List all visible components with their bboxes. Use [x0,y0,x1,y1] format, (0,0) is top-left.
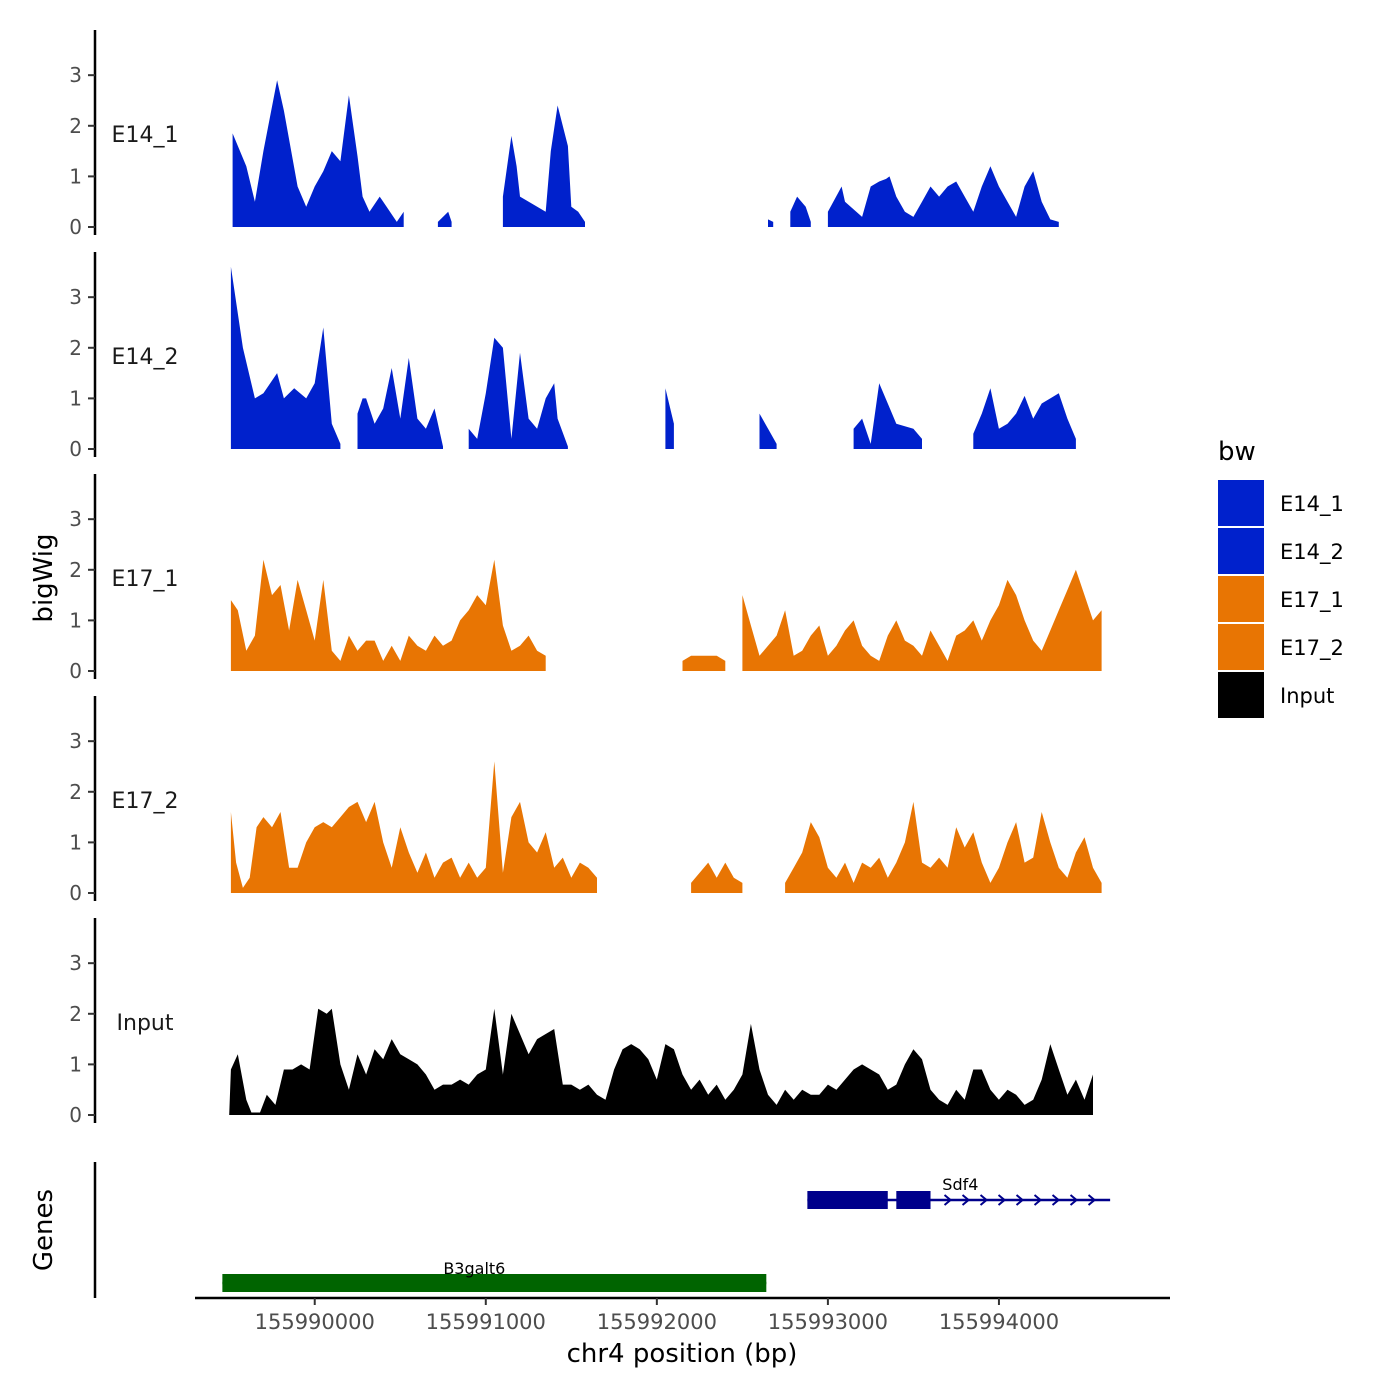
y-tick-label: 0 [69,215,82,239]
legend-label: E14_1 [1280,492,1344,517]
strand-arrow [1051,1194,1061,1206]
coverage-area [827,166,1059,227]
y-tick-label: 1 [69,830,82,854]
gene-exon-block [807,1191,888,1209]
gene-label: B3galt6 [443,1259,505,1278]
legend-swatch [1218,480,1264,526]
x-tick-label: 155994000 [939,1310,1059,1334]
coverage-area [232,80,404,227]
legend-label: E17_1 [1280,588,1344,613]
strand-arrow [1015,1194,1025,1206]
coverage-area [357,357,443,449]
strand-arrow [1069,1194,1079,1206]
coverage-area [230,761,597,893]
coverage-area [768,219,774,227]
x-tick-label: 155992000 [597,1310,717,1334]
strand-arrow [943,1194,953,1206]
gene-label: Sdf4 [942,1175,978,1194]
track-Input: 0 1 2 3 Input [69,918,1093,1127]
y-tick-label: 0 [69,659,82,683]
y-tick-label: 2 [69,780,82,804]
y-tick-label: 1 [69,1052,82,1076]
gene-Sdf4: Sdf4 [807,1175,1111,1209]
coverage-area [973,388,1076,449]
x-axis-ticks: 155990000 155991000 155992000 155993000 1559… [255,1298,1059,1334]
coverage-area [682,655,726,671]
track-label: E17_1 [112,567,179,592]
y-tick-label: 2 [69,336,82,360]
gene-B3galt6: B3galt6 [222,1259,767,1292]
x-axis-title: chr4 position (bp) [567,1339,798,1369]
legend: bw E14_1 E14_2 E17_1 E17_2 Input [1218,437,1344,718]
gene-exon-block [222,1274,767,1292]
track-E14_2: 0 1 2 3 E14_2 [69,252,1076,461]
coverage-area [229,1008,1093,1115]
legend-label: E14_2 [1280,540,1344,565]
x-tick-label: 155990000 [255,1310,375,1334]
gene-exon-block [896,1191,931,1209]
track-label: E14_2 [112,345,179,370]
coverage-area [691,862,743,893]
y-tick-label: 3 [69,951,82,975]
y-tick-label: 2 [69,114,82,138]
legend-swatch [1218,672,1264,718]
y-tick-label: 1 [69,608,82,632]
coverage-area [785,801,1102,893]
legend-label: E17_2 [1280,636,1344,661]
legend-swatch [1218,576,1264,622]
y-tick-label: 3 [69,285,82,309]
coverage-area [790,196,811,227]
y-tick-label: 1 [69,386,82,410]
y-tick-label: 0 [69,437,82,461]
coverage-area [759,413,777,449]
gene-panel: Sdf4 B3galt6 [222,1175,1111,1292]
x-tick-label: 155993000 [768,1310,888,1334]
track-E17_2: 0 1 2 3 E17_2 [69,696,1102,905]
legend-swatch [1218,528,1264,574]
strand-arrow [1087,1194,1097,1206]
coverage-area [230,559,546,671]
y-tick-label: 3 [69,507,82,531]
track-label: E17_2 [112,789,179,814]
strand-arrow [979,1194,989,1206]
track-label: Input [117,1011,174,1036]
y-tick-label: 2 [69,558,82,582]
y-tick-label: 0 [69,881,82,905]
track-label: E14_1 [112,123,179,148]
coverage-area [502,105,585,227]
track-E17_1: 0 1 2 3 E17_1 [69,474,1102,683]
strand-arrow [961,1194,971,1206]
y-tick-label: 1 [69,164,82,188]
strand-arrow [1033,1194,1043,1206]
genes-axis-title: Genes [29,1189,59,1271]
strand-arrow [997,1194,1007,1206]
y-axis-title: bigWig [29,533,59,622]
coverage-area [742,569,1102,671]
coverage-area [230,266,341,449]
y-tick-label: 0 [69,1103,82,1127]
coverage-area [665,388,674,449]
y-tick-label: 3 [69,63,82,87]
coverage-area [853,383,922,449]
legend-label: Input [1280,684,1334,708]
legend-title: bw [1218,437,1256,467]
legend-swatch [1218,624,1264,670]
coverage-area [437,211,452,227]
x-tick-label: 155991000 [426,1310,546,1334]
track-panels: 0 1 2 3 E14_1 0 1 2 3 E14_2 0 1 2 3 E17_1 0 1 2 3 E17_2 0 1 2 3… [69,30,1102,1127]
y-tick-label: 3 [69,729,82,753]
coverage-area [468,337,568,449]
track-E14_1: 0 1 2 3 E14_1 [69,30,1059,239]
y-tick-label: 2 [69,1002,82,1026]
